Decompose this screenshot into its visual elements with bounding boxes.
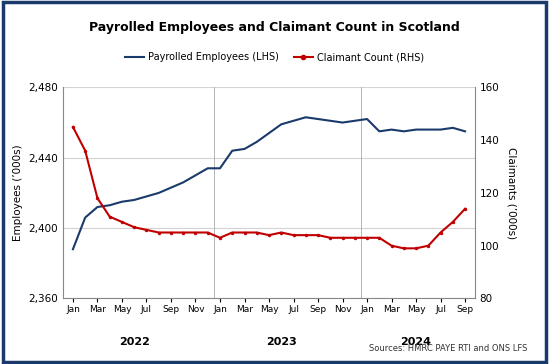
Payrolled Employees (LHS): [217, 166, 223, 170]
Claimant Count (RHS): [155, 230, 162, 235]
Payrolled Employees (LHS): [82, 215, 88, 220]
Payrolled Employees (LHS): [155, 191, 162, 195]
Payrolled Employees (LHS): [241, 147, 248, 151]
Claimant Count (RHS): [143, 228, 150, 232]
Payrolled Employees (LHS): [180, 180, 187, 185]
Claimant Count (RHS): [376, 236, 383, 240]
Payrolled Employees (LHS): [413, 127, 419, 132]
Claimant Count (RHS): [315, 233, 321, 237]
Claimant Count (RHS): [327, 236, 334, 240]
Payrolled Employees (LHS): [229, 149, 236, 153]
Claimant Count (RHS): [462, 207, 468, 211]
Payrolled Employees (LHS): [364, 117, 371, 121]
Payrolled Employees (LHS): [315, 117, 321, 121]
Claimant Count (RHS): [107, 214, 113, 219]
Payrolled Employees (LHS): [401, 129, 407, 134]
Payrolled Employees (LHS): [302, 115, 309, 119]
Claimant Count (RHS): [438, 230, 444, 235]
Claimant Count (RHS): [82, 149, 88, 153]
Payrolled Employees (LHS): [462, 129, 468, 134]
Line: Claimant Count (RHS): Claimant Count (RHS): [71, 125, 467, 250]
Text: Payrolled Employees and Claimant Count in Scotland: Payrolled Employees and Claimant Count i…: [89, 21, 460, 34]
Claimant Count (RHS): [425, 244, 432, 248]
Claimant Count (RHS): [119, 220, 125, 224]
Claimant Count (RHS): [241, 230, 248, 235]
Line: Payrolled Employees (LHS): Payrolled Employees (LHS): [73, 117, 465, 249]
Payrolled Employees (LHS): [376, 129, 383, 134]
Payrolled Employees (LHS): [388, 127, 395, 132]
Payrolled Employees (LHS): [254, 140, 260, 144]
Legend: Payrolled Employees (LHS), Claimant Count (RHS): Payrolled Employees (LHS), Claimant Coun…: [121, 48, 428, 66]
Text: 2024: 2024: [401, 337, 432, 347]
Claimant Count (RHS): [364, 236, 371, 240]
Y-axis label: Claimants (’000s): Claimants (’000s): [506, 147, 516, 239]
Payrolled Employees (LHS): [192, 173, 199, 178]
Claimant Count (RHS): [131, 225, 137, 229]
Payrolled Employees (LHS): [167, 185, 174, 190]
Payrolled Employees (LHS): [450, 126, 456, 130]
Claimant Count (RHS): [192, 230, 199, 235]
Payrolled Employees (LHS): [131, 198, 137, 202]
Claimant Count (RHS): [302, 233, 309, 237]
Y-axis label: Employees (’000s): Employees (’000s): [13, 145, 23, 241]
Claimant Count (RHS): [254, 230, 260, 235]
Payrolled Employees (LHS): [143, 194, 150, 199]
Claimant Count (RHS): [278, 230, 284, 235]
Text: Sources: HMRC PAYE RTI and ONS LFS: Sources: HMRC PAYE RTI and ONS LFS: [369, 344, 527, 353]
Claimant Count (RHS): [351, 236, 358, 240]
Claimant Count (RHS): [339, 236, 346, 240]
Payrolled Employees (LHS): [290, 119, 297, 123]
Claimant Count (RHS): [450, 220, 456, 224]
Claimant Count (RHS): [388, 244, 395, 248]
Claimant Count (RHS): [413, 246, 419, 250]
Payrolled Employees (LHS): [70, 247, 76, 252]
Payrolled Employees (LHS): [278, 122, 284, 127]
Claimant Count (RHS): [266, 233, 272, 237]
Text: 2023: 2023: [266, 337, 296, 347]
Payrolled Employees (LHS): [266, 131, 272, 135]
Claimant Count (RHS): [204, 230, 211, 235]
Payrolled Employees (LHS): [119, 199, 125, 204]
Claimant Count (RHS): [401, 246, 407, 250]
Claimant Count (RHS): [217, 236, 223, 240]
Payrolled Employees (LHS): [339, 120, 346, 125]
Claimant Count (RHS): [290, 233, 297, 237]
Payrolled Employees (LHS): [327, 119, 334, 123]
Claimant Count (RHS): [94, 196, 101, 200]
Payrolled Employees (LHS): [438, 127, 444, 132]
Payrolled Employees (LHS): [107, 203, 113, 207]
Claimant Count (RHS): [229, 230, 236, 235]
Payrolled Employees (LHS): [94, 205, 101, 209]
Payrolled Employees (LHS): [351, 119, 358, 123]
Claimant Count (RHS): [167, 230, 174, 235]
Text: 2022: 2022: [119, 337, 150, 347]
Payrolled Employees (LHS): [204, 166, 211, 170]
Payrolled Employees (LHS): [425, 127, 432, 132]
Claimant Count (RHS): [180, 230, 187, 235]
Claimant Count (RHS): [70, 125, 76, 129]
